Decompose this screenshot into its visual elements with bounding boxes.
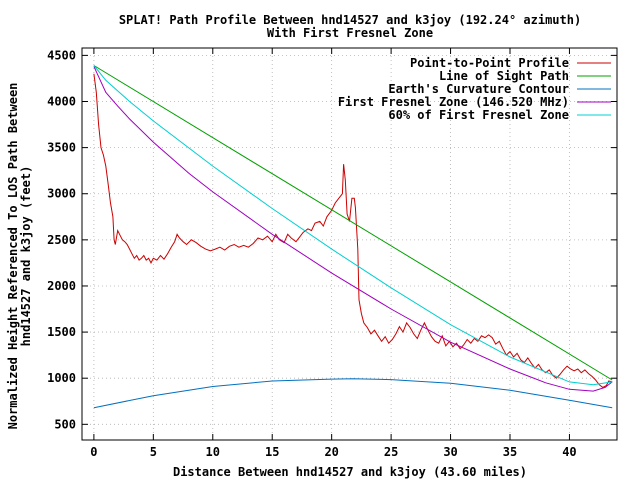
chart-subtitle: With First Fresnel Zone: [267, 26, 433, 40]
x-axis-label: Distance Between hnd14527 and k3joy (43.…: [173, 465, 527, 479]
series-line-earth-s-curvature-contour: [93, 378, 613, 409]
y-tick-label: 1500: [47, 325, 76, 339]
x-tick-label: 25: [384, 445, 398, 459]
y-tick-label: 4000: [47, 94, 76, 108]
y-axis-label: Normalized Height Referenced To LOS Path…: [6, 83, 33, 430]
y-tick-label: 500: [54, 417, 76, 431]
y-axis-label-line1: Normalized Height Referenced To LOS Path…: [6, 83, 20, 430]
legend-label: Earth's Curvature Contour: [388, 82, 569, 96]
y-tick-label: 2500: [47, 233, 76, 247]
x-tick-label: 5: [150, 445, 157, 459]
y-tick-label: 4500: [47, 48, 76, 62]
series-line-first-fresnel-zone-146-520-mhz: [93, 66, 613, 392]
y-axis-label-line2: hnd14527 and k3joy (feet): [19, 166, 33, 347]
series-line-point-to-point-profile: [93, 73, 613, 388]
series-line-60-of-first-fresnel-zone: [93, 65, 613, 386]
x-tick-label: 30: [443, 445, 457, 459]
series-line-line-of-sight-path: [93, 65, 613, 381]
legend-label: First Fresnel Zone (146.520 MHz): [338, 95, 569, 109]
chart-title: SPLAT! Path Profile Between hnd14527 and…: [119, 13, 581, 27]
x-tick-label: 20: [324, 445, 338, 459]
tick-labels: 0 5 10 15 20 25 30 35 40 500 1000 1500 2000 2500 3000 3…: [47, 48, 617, 459]
y-tick-label: 2000: [47, 279, 76, 293]
y-tick-label: 1000: [47, 371, 76, 385]
legend-label: 60% of First Fresnel Zone: [388, 108, 569, 122]
legend-label: Point-to-Point Profile: [410, 56, 569, 70]
legend-label: Line of Sight Path: [439, 69, 569, 83]
plot-frame: [81, 47, 618, 441]
y-tick-label: 3500: [47, 141, 76, 155]
grid: [82, 48, 617, 440]
x-tick-label: 40: [562, 445, 576, 459]
x-tick-label: 0: [90, 445, 97, 459]
x-tick-label: 10: [206, 445, 220, 459]
x-tick-label: 35: [503, 445, 517, 459]
x-tick-label: 15: [265, 445, 279, 459]
y-tick-label: 3000: [47, 187, 76, 201]
series-group: [93, 65, 613, 409]
